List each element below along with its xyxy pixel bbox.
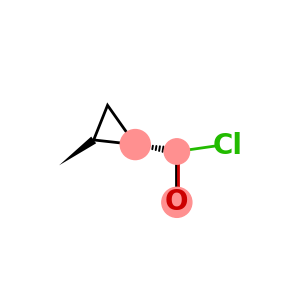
Polygon shape: [59, 136, 96, 165]
Circle shape: [162, 187, 192, 217]
Circle shape: [120, 130, 150, 160]
Text: O: O: [165, 188, 189, 216]
Text: Cl: Cl: [213, 132, 243, 160]
Circle shape: [164, 139, 190, 164]
